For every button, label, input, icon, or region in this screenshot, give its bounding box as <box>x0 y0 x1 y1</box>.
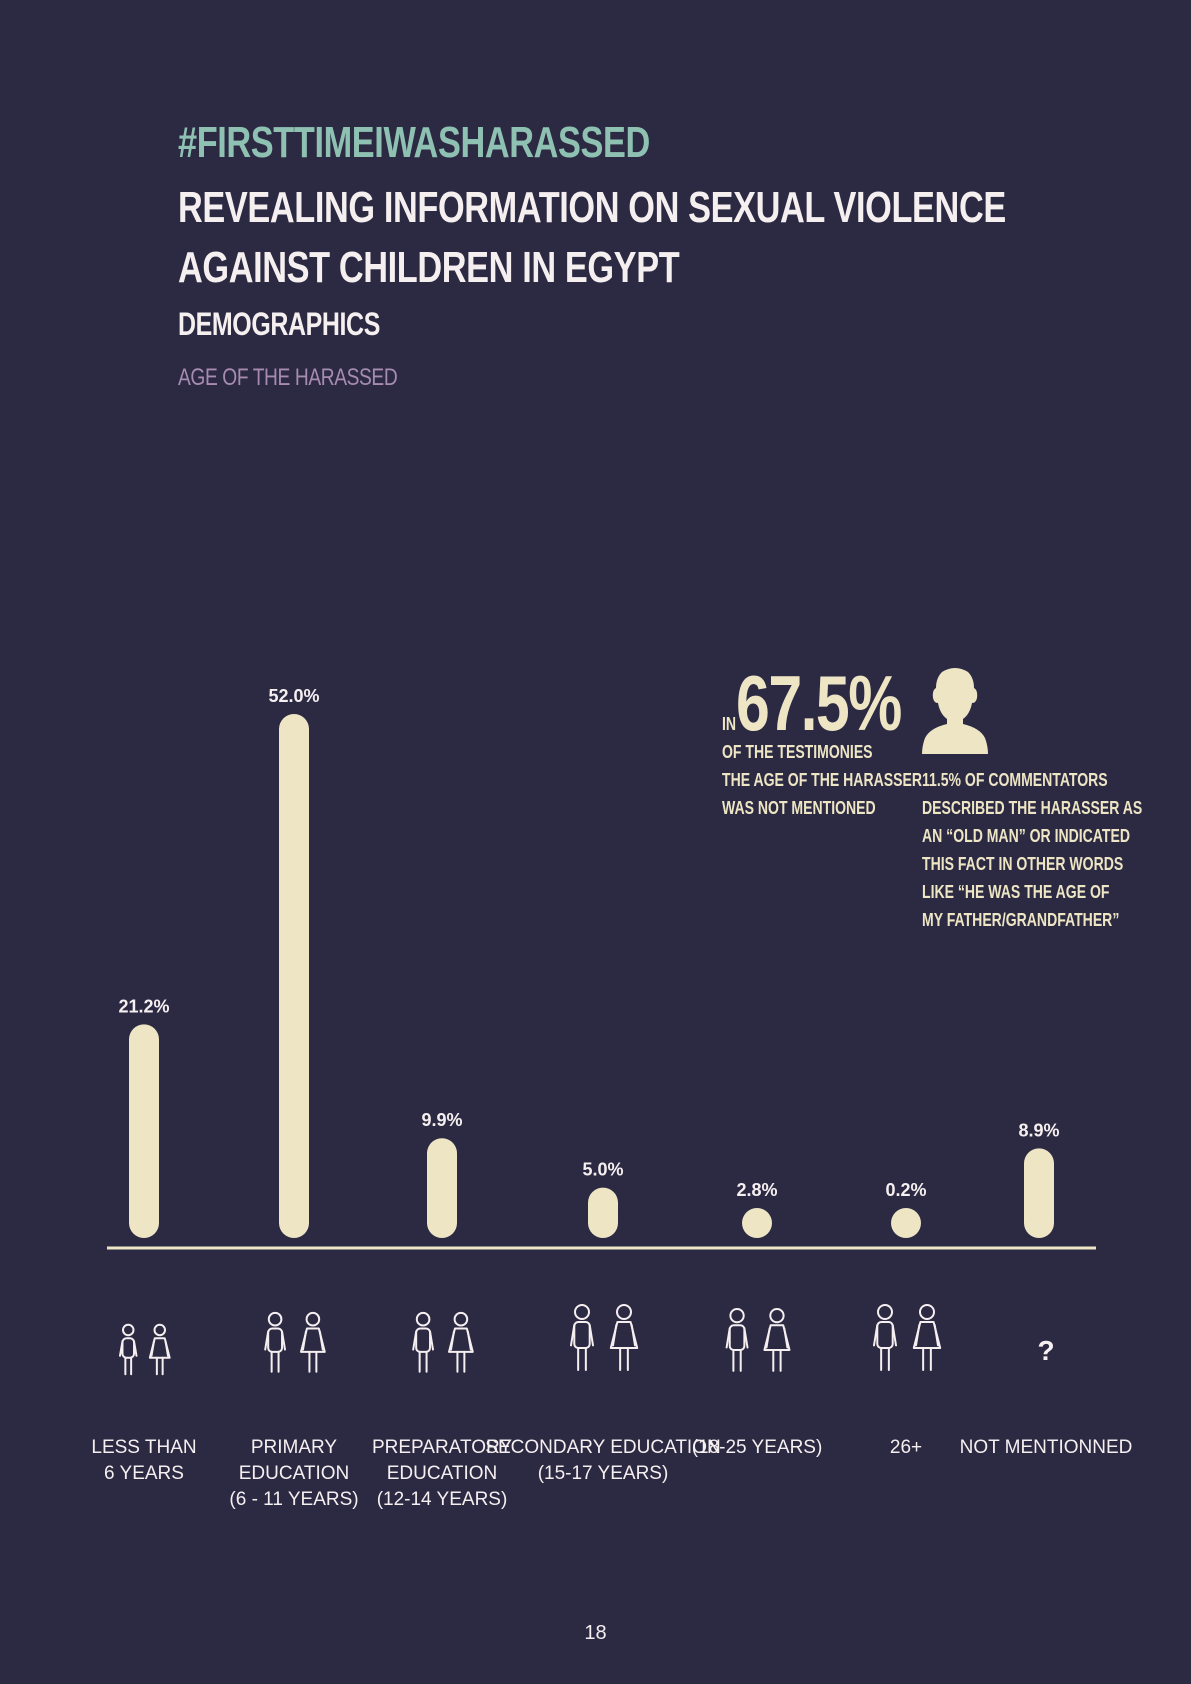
main-callout: IN67.5% OF THE TESTIMONIES THE AGE OF TH… <box>722 664 922 822</box>
category-label-3: SECONDARY EDUCATION <box>485 1437 720 1458</box>
teen-man-woman-icon <box>570 1304 639 1371</box>
side-callout-line: THIS FACT IN OTHER WORDS <box>922 854 1124 874</box>
category-label-4: (18-25 YEARS) <box>692 1437 823 1458</box>
category-label-1: PRIMARY <box>251 1437 338 1458</box>
callout-line: OF THE TESTIMONIES <box>722 742 873 762</box>
value-label-2: 9.9% <box>421 1110 462 1130</box>
category-label-0: 6 YEARS <box>104 1463 184 1484</box>
category-label-3: (15-17 YEARS) <box>538 1463 669 1484</box>
bar-5 <box>891 1208 921 1238</box>
category-labels-group: LESS THAN 6 YEARS PRIMARY EDUCATION (6 - 11 … <box>91 1437 1132 1510</box>
page-number: 18 <box>584 1622 607 1644</box>
page-title: REVEALING INFORMATION ON SEXUAL VIOLENCE… <box>178 183 1006 292</box>
bar-3 <box>588 1187 618 1238</box>
question-mark-icon: ? <box>1037 1335 1054 1366</box>
side-callout-line: 11.5% OF COMMENTATORS <box>922 770 1108 790</box>
category-label-5: 26+ <box>890 1437 922 1458</box>
section-heading: DEMOGRAPHICS <box>178 306 380 342</box>
category-label-2: PREPARATORY <box>372 1437 512 1458</box>
hashtag-title: #FIRSTTIMEIWASHARASSED <box>178 118 650 167</box>
side-callout-line: MY FATHER/GRANDFATHER” <box>922 910 1120 930</box>
callout-line: THE AGE OF THE HARASSER <box>722 770 922 790</box>
side-callout-line: LIKE “HE WAS THE AGE OF <box>922 882 1110 902</box>
icons-group: ? <box>119 1304 1055 1376</box>
schoolboy-schoolgirl-icon <box>264 1311 326 1373</box>
side-callout-line: DESCRIBED THE HARASSER AS <box>922 798 1143 818</box>
callout-line: WAS NOT MENTIONED <box>722 798 876 818</box>
bar-0 <box>129 1024 159 1238</box>
category-label-1: (6 - 11 YEARS) <box>229 1489 358 1510</box>
callout-prefix: IN <box>722 714 737 734</box>
category-label-1: EDUCATION <box>239 1463 349 1484</box>
category-label-2: EDUCATION <box>387 1463 497 1484</box>
value-label-6: 8.9% <box>1018 1120 1059 1140</box>
bar-6 <box>1024 1148 1054 1238</box>
bar-1 <box>279 714 309 1238</box>
category-label-2: (12-14 YEARS) <box>377 1489 508 1510</box>
uniform-boy-girl-icon <box>412 1311 474 1373</box>
young-man-woman-icon <box>725 1307 791 1372</box>
category-label-0: LESS THAN <box>91 1437 196 1458</box>
side-callout: 11.5% OF COMMENTATORS DESCRIBED THE HARA… <box>922 766 1142 934</box>
value-label-0: 21.2% <box>118 996 169 1016</box>
bar-4 <box>742 1208 772 1238</box>
old-man-icon <box>922 668 988 754</box>
value-label-5: 0.2% <box>885 1180 926 1200</box>
value-label-4: 2.8% <box>736 1180 777 1200</box>
bars-group: 21.2% 52.0% 9.9% 5.0% 2.8% 0.2% 8.9% <box>118 686 1060 1238</box>
adult-man-woman-icon <box>873 1304 942 1371</box>
value-label-1: 52.0% <box>268 686 319 706</box>
category-label-6: NOT MENTIONNED <box>960 1437 1133 1458</box>
chart-subtitle: AGE OF THE HARASSED <box>178 364 398 391</box>
side-callout-line: AN “OLD MAN” OR INDICATED <box>922 826 1130 846</box>
bar-2 <box>427 1138 457 1238</box>
callout-value: 67.5% <box>736 659 902 747</box>
value-label-3: 5.0% <box>582 1160 623 1180</box>
boy-girl-icon <box>119 1323 171 1376</box>
question-mark: ? <box>1037 1335 1054 1366</box>
